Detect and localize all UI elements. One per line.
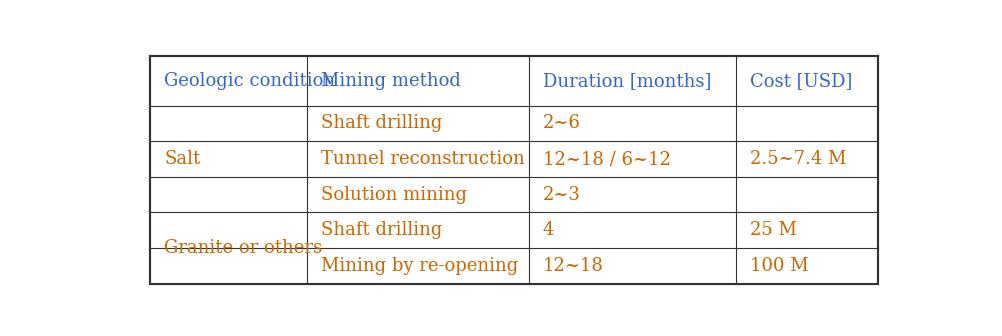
Text: 100 M: 100 M bbox=[749, 257, 808, 275]
Text: Tunnel reconstruction: Tunnel reconstruction bbox=[321, 150, 524, 168]
Text: Solution mining: Solution mining bbox=[321, 185, 466, 204]
Text: 25 M: 25 M bbox=[749, 221, 796, 239]
Text: 2.5~7.4 M: 2.5~7.4 M bbox=[749, 150, 846, 168]
Text: 12~18: 12~18 bbox=[542, 257, 603, 275]
Text: Mining by re-opening: Mining by re-opening bbox=[321, 257, 517, 275]
Text: 2~3: 2~3 bbox=[542, 185, 580, 204]
Text: Duration [months]: Duration [months] bbox=[542, 72, 710, 90]
Text: Geologic condition: Geologic condition bbox=[164, 72, 335, 90]
Text: Cost [USD]: Cost [USD] bbox=[749, 72, 852, 90]
Text: 2~6: 2~6 bbox=[542, 115, 580, 132]
Text: Shaft drilling: Shaft drilling bbox=[321, 115, 442, 132]
Text: 4: 4 bbox=[542, 221, 553, 239]
Text: 12~18 / 6~12: 12~18 / 6~12 bbox=[542, 150, 669, 168]
Text: Mining method: Mining method bbox=[321, 72, 460, 90]
Bar bbox=[150, 56, 877, 284]
Text: Shaft drilling: Shaft drilling bbox=[321, 221, 442, 239]
Text: Granite or others: Granite or others bbox=[164, 239, 322, 257]
Text: Salt: Salt bbox=[164, 150, 200, 168]
